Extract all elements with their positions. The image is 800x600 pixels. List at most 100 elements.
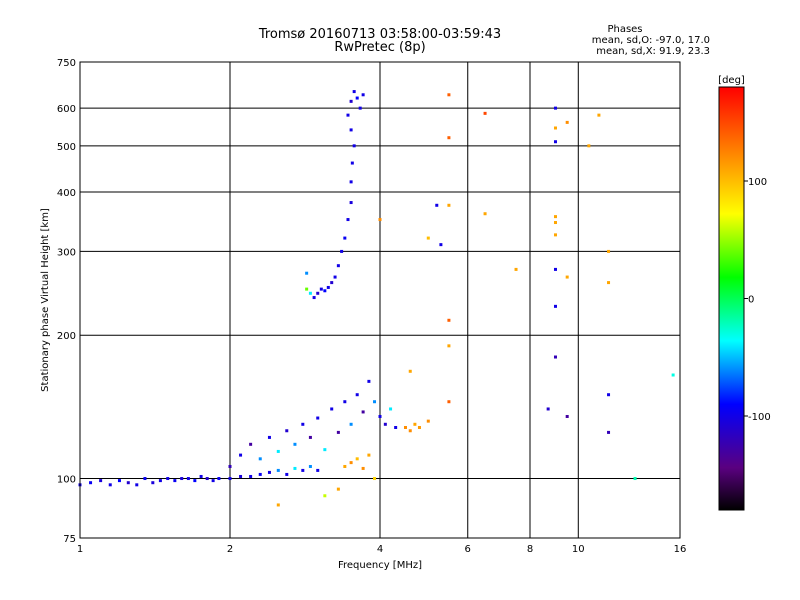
data-point [373,400,377,404]
x-tick-label: 10 [572,544,585,555]
data-point [587,144,591,148]
y-tick-label: 300 [57,247,76,258]
data-point [319,287,323,291]
data-point [565,120,569,124]
data-point [135,483,139,487]
data-point [373,477,377,481]
data-point [258,472,262,476]
data-point [607,281,611,285]
data-point [378,414,382,418]
data-point [553,215,557,219]
data-point [349,128,353,132]
data-point [389,407,393,411]
data-point [553,233,557,237]
colorbar-label: [deg] [718,75,745,86]
y-tick-label: 75 [63,534,76,545]
data-point [546,407,550,411]
data-point [308,291,312,295]
x-axis: 1 2 4 6 8 10 16 [77,544,687,555]
data-point [308,464,312,468]
data-point [267,435,271,439]
y-tick-label: 500 [57,142,76,153]
data-point [447,318,451,322]
data-point [316,291,320,295]
data-point [267,470,271,474]
x-tick-label: 2 [227,544,233,555]
data-point [316,468,320,472]
data-point [151,481,155,485]
data-point [565,275,569,279]
data-point [89,481,93,485]
data-point [408,429,412,433]
data-point [239,474,243,478]
data-point [308,435,312,439]
data-point [276,449,280,453]
data-point [228,464,232,468]
data-point [426,236,430,240]
data-point [323,448,327,452]
data-points [78,90,675,507]
stats-heading: Phases [607,24,643,35]
data-point [367,453,371,457]
data-point [199,474,203,478]
data-point [553,106,557,110]
data-point [597,113,601,117]
colorbar-tick-label: 0 [748,295,754,306]
data-point [565,414,569,418]
data-point [276,503,280,507]
y-axis: 75 100 200 300 400 500 600 750 [57,58,76,545]
data-point [158,479,162,483]
chart-title: Tromsø 20160713 03:58:00-03:59:43 [258,27,502,42]
colorbar-tick-label: 100 [748,177,767,188]
data-point [316,416,320,420]
data-point [312,296,316,300]
data-point [346,218,350,222]
data-point [276,468,280,472]
data-point [383,422,387,426]
data-point [193,479,197,483]
data-point [285,429,289,433]
data-point [553,355,557,359]
data-point [249,474,253,478]
data-point [553,140,557,144]
data-point [607,430,611,434]
data-point [426,419,430,423]
data-point [239,453,243,457]
data-point [408,369,412,373]
data-point [143,477,147,481]
data-point [447,400,451,404]
data-point [607,393,611,397]
data-point [343,400,347,404]
data-point [355,457,359,461]
data-point [553,267,557,271]
data-point [305,287,309,291]
data-point [361,466,365,470]
data-point [323,494,327,498]
data-point [330,281,334,285]
y-tick-label: 200 [57,331,76,342]
data-point [228,477,232,481]
data-point [293,466,297,470]
data-point [483,111,487,115]
data-point [343,236,347,240]
data-point [301,468,305,472]
data-point [553,304,557,308]
data-point [217,477,221,481]
data-point [352,90,356,94]
data-point [349,201,353,205]
data-point [336,264,340,268]
data-point [249,442,253,446]
y-axis-label: Stationary phase Virtual Height [km] [40,208,51,392]
chart-subtitle: RwPretec (8p) [334,40,426,55]
y-tick-label: 100 [57,475,76,486]
data-point [367,379,371,383]
data-point [447,93,451,97]
data-point [340,249,344,253]
plot-frame [79,61,681,539]
data-point [394,425,398,429]
grid-lines [79,61,681,539]
data-point [346,113,350,117]
y-tick-label: 600 [57,104,76,115]
data-point [126,481,130,485]
